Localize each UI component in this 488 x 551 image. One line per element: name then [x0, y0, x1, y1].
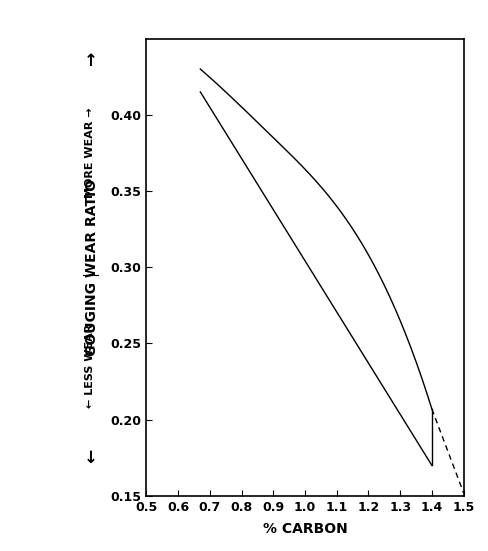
Text: ← LESS WEAR: ← LESS WEAR: [85, 324, 95, 408]
X-axis label: % CARBON: % CARBON: [263, 522, 347, 536]
Text: ↓: ↓: [83, 449, 97, 467]
Y-axis label: GOUGING WEAR RATIO: GOUGING WEAR RATIO: [85, 179, 100, 356]
Text: ↑: ↑: [83, 52, 97, 71]
Text: MORE WEAR →: MORE WEAR →: [85, 107, 95, 198]
